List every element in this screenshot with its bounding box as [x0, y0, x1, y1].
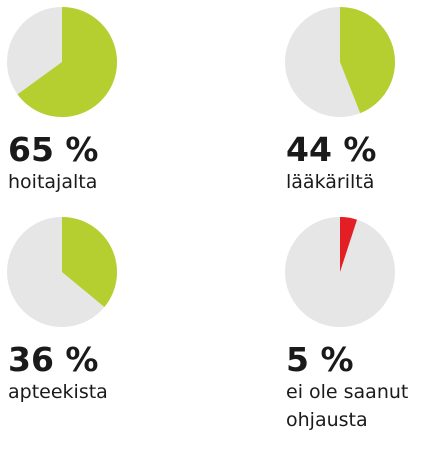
pie-group: 5 % ei ole saanut ohjausta	[284, 216, 427, 434]
pie-chart	[7, 217, 117, 327]
category-label: ei ole saanut ohjausta	[286, 381, 409, 431]
category-label: apteekista	[8, 381, 108, 403]
pie-slice	[340, 7, 395, 114]
pie-group: 44 % lääkäriltä	[284, 6, 427, 196]
percentage-label: 5 %	[286, 340, 354, 379]
pie-slice	[62, 217, 117, 308]
pie-chart	[285, 217, 395, 327]
pie-slice	[340, 217, 357, 272]
pie-chart	[285, 7, 395, 117]
percentage-label: 65 %	[8, 130, 99, 169]
pie-chart	[7, 7, 118, 118]
percentage-label: 44 %	[286, 130, 377, 169]
category-label: lääkäriltä	[286, 171, 375, 193]
pie-group: 65 % hoitajalta	[6, 6, 166, 196]
pie-slice	[17, 7, 118, 118]
percentage-label: 36 %	[8, 340, 99, 379]
category-label: hoitajalta	[8, 171, 98, 193]
pie-group: 36 % apteekista	[6, 216, 166, 406]
